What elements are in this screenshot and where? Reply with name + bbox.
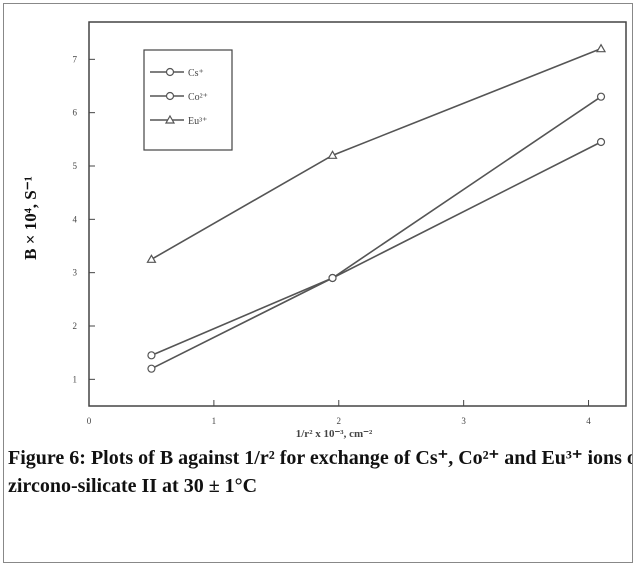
marker xyxy=(596,92,606,101)
x-tick-label: 4 xyxy=(586,416,591,426)
x-tick-label: 3 xyxy=(461,416,466,426)
y-tick-label: 2 xyxy=(73,321,78,331)
caption: Figure 6: Plots of B against 1/r² for ex… xyxy=(8,447,633,497)
figure: B × 10⁴, S⁻¹ 1/r² x 10⁻³, cm⁻² 1 2 3 4 5 6 7 0 1… xyxy=(3,3,633,563)
y-tick-label: 7 xyxy=(73,54,78,64)
y-tick-label: 4 xyxy=(73,214,78,224)
y-tick-label: 1 xyxy=(73,374,78,384)
x-tick-label: 2 xyxy=(337,416,342,426)
marker xyxy=(328,273,337,283)
marker xyxy=(164,114,176,124)
marker xyxy=(147,364,156,373)
marker xyxy=(146,254,157,263)
marker xyxy=(327,150,338,159)
y-tick-label: 6 xyxy=(73,108,78,118)
marker xyxy=(165,67,175,77)
marker xyxy=(595,43,607,53)
marker xyxy=(596,137,606,147)
legend-box xyxy=(143,49,233,151)
marker xyxy=(165,91,175,101)
legend-label: Eu³⁺ xyxy=(188,116,207,127)
x-tick-label: 1 xyxy=(212,416,217,426)
x-tick-label: 0 xyxy=(87,416,92,426)
legend-label: Co²⁺ xyxy=(188,92,208,103)
y-axis-label: B × 10⁴, S⁻¹ xyxy=(21,176,40,260)
legend-label: Cs⁺ xyxy=(188,68,204,79)
y-tick-label: 5 xyxy=(73,161,78,171)
plot-frame xyxy=(88,21,627,407)
marker xyxy=(147,351,156,360)
chart: B × 10⁴, S⁻¹ 1/r² x 10⁻³, cm⁻² 1 2 3 4 5 6 7 0 1… xyxy=(21,21,627,440)
y-tick-label: 3 xyxy=(73,268,78,278)
x-axis-label: 1/r² x 10⁻³, cm⁻² xyxy=(296,428,373,440)
